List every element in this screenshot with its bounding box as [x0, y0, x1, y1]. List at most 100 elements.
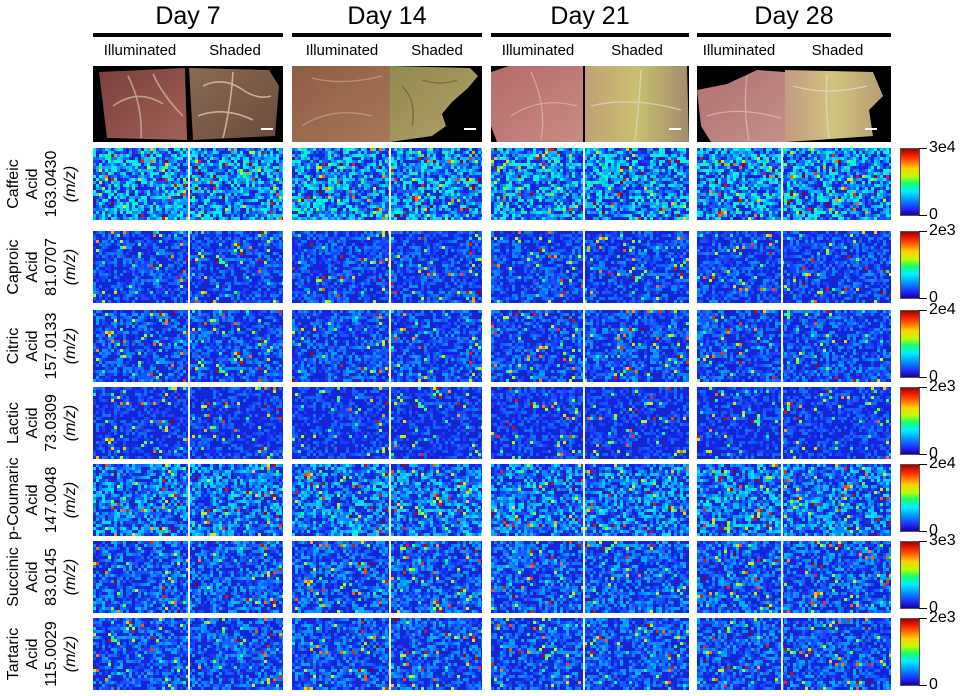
row-label-caffeic: Caffeic Acid 163.0430 (m/z): [0, 148, 92, 220]
compound-suffix: Acid: [23, 383, 42, 463]
heatmap-succinic-day-7: [93, 541, 283, 613]
heatmap-citric-day-7: [93, 310, 283, 382]
panel-divider: [583, 387, 585, 459]
compound-mass: 163.0430: [42, 144, 61, 224]
heatmap-caffeic-day-7: [93, 148, 283, 220]
panel-divider: [781, 148, 783, 220]
colorbar-min-label: 0: [929, 206, 938, 224]
compound-suffix: Acid: [23, 537, 42, 617]
compound-suffix: Acid: [23, 144, 42, 224]
compound-unit: (m/z): [61, 537, 80, 617]
day-28-illuminated-label: Illuminated: [694, 40, 784, 62]
heatmap-succinic-day-28: [697, 541, 891, 613]
panel-divider: [781, 231, 783, 303]
day-14-title: Day 14: [292, 0, 482, 32]
colorbar-max-label: 2e3: [929, 378, 956, 396]
leaf-photo-day-28: [697, 66, 891, 142]
colorbar-tick: [919, 377, 927, 378]
heatmap-caproic-day-28: [697, 231, 891, 303]
panel-divider: [389, 231, 391, 303]
day-21-title: Day 21: [491, 0, 689, 32]
colorbar-tick: [919, 148, 927, 149]
heatmap-tartaric-day-21: [491, 618, 689, 690]
panel-divider: [389, 148, 391, 220]
row-label-caproic: Caproic Acid 81.0707 (m/z): [0, 231, 92, 303]
compound-suffix: Acid: [23, 460, 42, 540]
compound-suffix: Acid: [23, 227, 42, 307]
panel-divider: [389, 387, 391, 459]
compound-mass: 73.0309: [42, 383, 61, 463]
heatmap-lactic-day-14: [292, 387, 482, 459]
colorbar-tick: [919, 387, 927, 388]
colorbar-tick: [919, 215, 927, 216]
heatmap-lactic-day-21: [491, 387, 689, 459]
heatmap-tartaric-day-28: [697, 618, 891, 690]
day-21-illuminated-label: Illuminated: [491, 40, 585, 62]
colorbar-lactic: [900, 387, 920, 455]
colorbar-tick: [919, 685, 927, 686]
colorbar-max-label: 3e3: [929, 532, 956, 550]
panel-divider: [188, 387, 190, 459]
heatmap-caffeic-day-28: [697, 148, 891, 220]
day-7-illuminated-label: Illuminated: [93, 40, 187, 62]
colorbar-succinic: [900, 541, 920, 609]
day-28-shaded-label: Shaded: [784, 40, 891, 62]
panel-divider: [188, 231, 190, 303]
compound-unit: (m/z): [61, 614, 80, 694]
heatmap-tartaric-day-7: [93, 618, 283, 690]
colorbar-caffeic: [900, 148, 920, 216]
leaf-photo-day-7: [93, 66, 283, 142]
day-7-shaded-label: Shaded: [187, 40, 283, 62]
compound-mass: 83.0145: [42, 537, 61, 617]
colorbar-min-label: 0: [929, 522, 938, 540]
panel-divider: [583, 464, 585, 536]
colorbar-tick: [919, 298, 927, 299]
compound-unit: (m/z): [61, 460, 80, 540]
compound-name: Tartaric: [4, 614, 23, 694]
compound-mass: 81.0707: [42, 227, 61, 307]
colorbar-tick: [919, 310, 927, 311]
compound-mass: 147.0048: [42, 460, 61, 540]
compound-unit: (m/z): [61, 383, 80, 463]
panel-divider: [188, 464, 190, 536]
colorbar-max-label: 3e4: [929, 139, 956, 157]
colorbar-tick: [919, 464, 927, 465]
row-label-lactic: Lactic Acid 73.0309 (m/z): [0, 387, 92, 459]
compound-mass: 157.0133: [42, 306, 61, 386]
row-label-p-coumaric: p-Coumaric Acid 147.0048 (m/z): [0, 457, 92, 540]
heatmap-caproic-day-7: [93, 231, 283, 303]
heatmap-tartaric-day-14: [292, 618, 482, 690]
colorbar-caproic: [900, 231, 920, 299]
heatmap-caffeic-day-21: [491, 148, 689, 220]
day-7-bar: [93, 33, 283, 37]
colorbar-tick: [919, 608, 927, 609]
colorbar-max-label: 2e3: [929, 609, 956, 627]
compound-name: Lactic: [4, 383, 23, 463]
day-28-title: Day 28: [697, 0, 891, 32]
leaf-photo-day-14: [292, 66, 482, 142]
heatmap-caffeic-day-14: [292, 148, 482, 220]
compound-suffix: Acid: [23, 306, 42, 386]
heatmap-succinic-day-21: [491, 541, 689, 613]
colorbar-max-label: 2e4: [929, 301, 956, 319]
colorbar-min-label: 0: [929, 676, 938, 694]
panel-divider: [188, 148, 190, 220]
panel-divider: [188, 618, 190, 690]
compound-unit: (m/z): [61, 227, 80, 307]
heatmap-citric-day-14: [292, 310, 482, 382]
panel-divider: [389, 541, 391, 613]
panel-divider: [781, 464, 783, 536]
panel-divider: [781, 387, 783, 459]
heatmap-succinic-day-14: [292, 541, 482, 613]
colorbar-citric: [900, 310, 920, 378]
panel-divider: [188, 310, 190, 382]
heatmap-lactic-day-28: [697, 387, 891, 459]
colorbar-tick: [919, 231, 927, 232]
heatmap-p-coumaric-day-28: [697, 464, 891, 536]
compound-unit: (m/z): [61, 306, 80, 386]
compound-mass: 115.0029: [42, 614, 61, 694]
colorbar-tick: [919, 454, 927, 455]
colorbar-tick: [919, 541, 927, 542]
day-14-bar: [292, 33, 482, 37]
colorbar-p-coumaric: [900, 464, 920, 532]
